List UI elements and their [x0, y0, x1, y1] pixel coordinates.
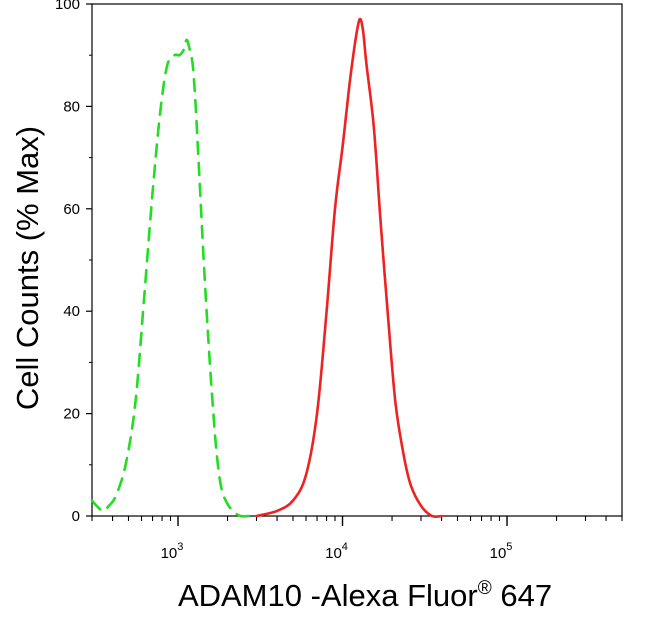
x-axis-ticks: 103 104 105	[91, 516, 623, 562]
x-axis-title-registered-mark: ®	[478, 578, 492, 599]
x-axis-title-main: ADAM10 -Alexa Fluor	[178, 578, 478, 613]
x-tick-label-exponent: 3	[177, 541, 183, 553]
y-tick-label: 80	[63, 98, 80, 115]
x-tick-label: 103	[161, 541, 184, 562]
plot-area-border	[91, 3, 623, 517]
series-line-dashed-green	[90, 38, 258, 518]
y-tick-label: 100	[55, 0, 80, 13]
x-tick-label-base: 10	[490, 545, 507, 562]
x-tick-label: 105	[490, 541, 513, 562]
x-axis-title: ADAM10 -Alexa Fluor® 647	[178, 578, 552, 613]
y-tick-label: 40	[63, 303, 80, 320]
y-tick-label: 20	[63, 406, 80, 423]
series-layer	[90, 17, 443, 519]
x-tick-label-base: 10	[161, 545, 178, 562]
plot-frame	[91, 3, 623, 517]
y-tick-label: 0	[72, 508, 80, 525]
x-tick-label-exponent: 5	[506, 541, 512, 553]
y-tick-label: 60	[63, 201, 80, 218]
x-axis-title-tail: 647	[492, 578, 552, 613]
x-tick-label-base: 10	[325, 545, 342, 562]
x-tick-label: 104	[325, 541, 348, 562]
series-line-solid-red	[255, 17, 443, 519]
y-axis-title: Cell Counts (% Max)	[10, 126, 45, 410]
y-axis-ticks: 0 20 40 60 80 100	[55, 0, 92, 525]
x-tick-label-exponent: 4	[342, 541, 348, 553]
